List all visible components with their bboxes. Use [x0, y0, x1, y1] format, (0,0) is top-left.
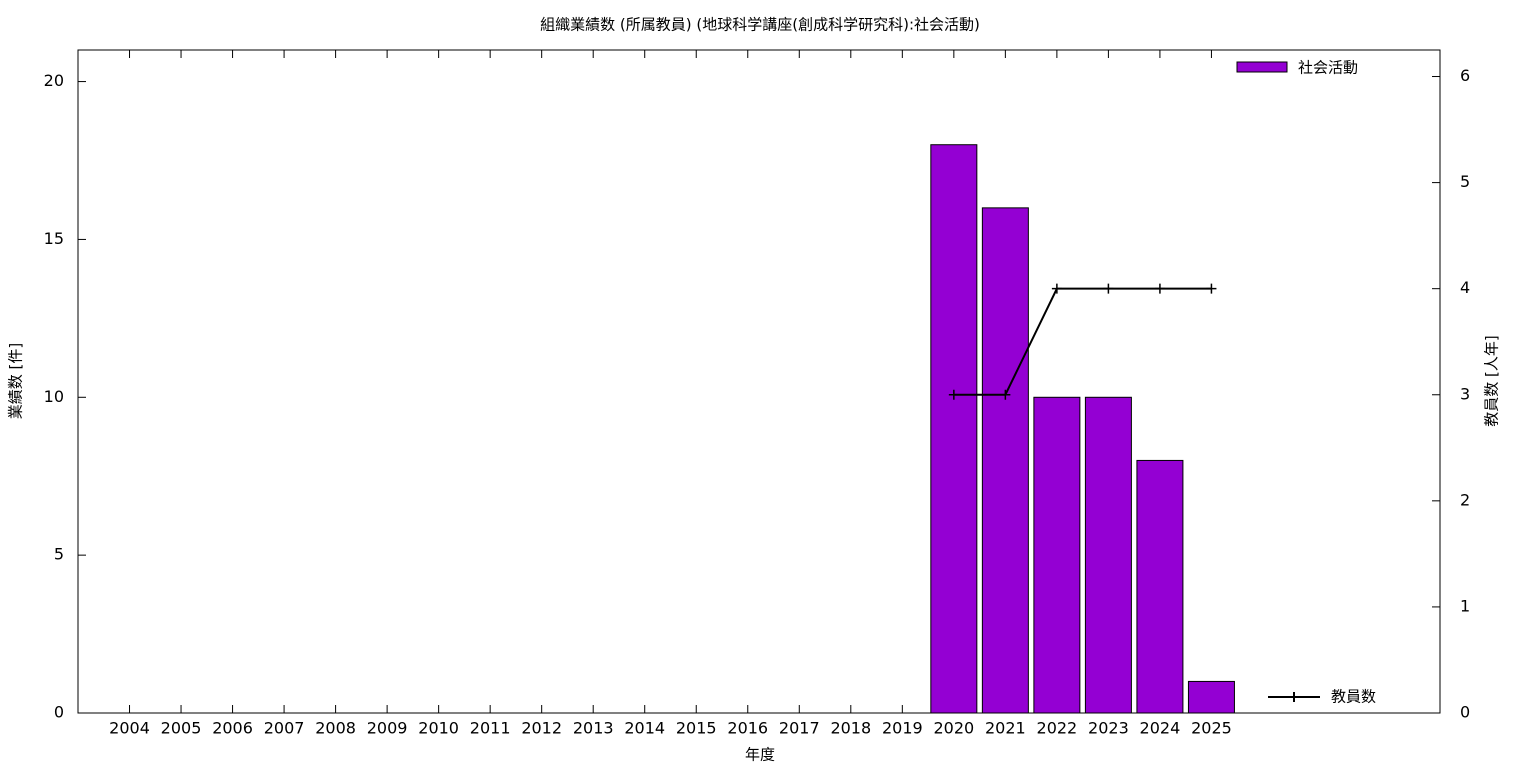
x-tick-label: 2024	[1140, 719, 1181, 738]
y-tick-label: 10	[44, 387, 64, 406]
bar	[981, 207, 1029, 714]
legend-swatch	[1268, 692, 1320, 702]
x-tick-label: 2019	[882, 719, 923, 738]
bar	[1136, 459, 1184, 714]
x-tick-label: 2025	[1191, 719, 1232, 738]
x-tick-label: 2017	[779, 719, 820, 738]
x-tick-label: 2009	[367, 719, 408, 738]
legend-swatch	[1236, 61, 1288, 73]
x-tick-label: 2013	[573, 719, 614, 738]
bar	[1084, 396, 1132, 714]
legend-label: 教員数	[1331, 688, 1376, 706]
y2-tick-label: 0	[1460, 703, 1470, 722]
x-tick-label: 2023	[1088, 719, 1129, 738]
line-point	[1051, 283, 1062, 294]
x-tick-label: 2012	[521, 719, 562, 738]
x-tick-label: 2011	[470, 719, 511, 738]
chart-title: 組織業績数 (所属教員) (地球科学講座(創成科学研究科):社会活動)	[540, 16, 980, 34]
x-tick-label: 2007	[264, 719, 305, 738]
x-tick-label: 2010	[418, 719, 459, 738]
x-tick-label: 2014	[624, 719, 665, 738]
line-point	[1103, 283, 1114, 294]
y2-tick-label: 1	[1460, 596, 1470, 615]
y2-tick-label: 6	[1460, 66, 1470, 85]
bar	[1033, 396, 1081, 714]
x-tick-label: 2021	[985, 719, 1026, 738]
x-tick-label: 2018	[830, 719, 871, 738]
line-point	[1206, 283, 1217, 294]
x-tick-label: 2020	[933, 719, 974, 738]
x-tick-label: 2006	[212, 719, 253, 738]
x-tick-label: 2015	[676, 719, 717, 738]
line-point	[1000, 389, 1011, 400]
bar	[930, 144, 978, 714]
x-tick-label: 2016	[727, 719, 768, 738]
x-tick-label: 2008	[315, 719, 356, 738]
y2-tick-label: 5	[1460, 172, 1470, 191]
y-tick-label: 5	[54, 545, 64, 564]
legend-label: 社会活動	[1298, 59, 1358, 77]
line-point	[1154, 283, 1165, 294]
x-axis-label: 年度	[745, 746, 775, 764]
y2-axis-label: 教員数 [人年]	[1483, 335, 1501, 426]
line-point	[948, 389, 959, 400]
bar	[1187, 680, 1235, 714]
plot-frame	[77, 49, 1441, 714]
y-tick-label: 20	[44, 71, 64, 90]
y-tick-label: 15	[44, 229, 64, 248]
y-axis-label: 業績数 [件]	[7, 343, 25, 419]
line	[953, 287, 1212, 396]
x-tick-label: 2022	[1037, 719, 1078, 738]
y2-tick-label: 2	[1460, 490, 1470, 509]
y2-tick-label: 4	[1460, 278, 1470, 297]
x-tick-label: 2004	[109, 719, 150, 738]
y2-tick-label: 3	[1460, 384, 1470, 403]
y-tick-label: 0	[54, 703, 64, 722]
x-tick-label: 2005	[161, 719, 202, 738]
